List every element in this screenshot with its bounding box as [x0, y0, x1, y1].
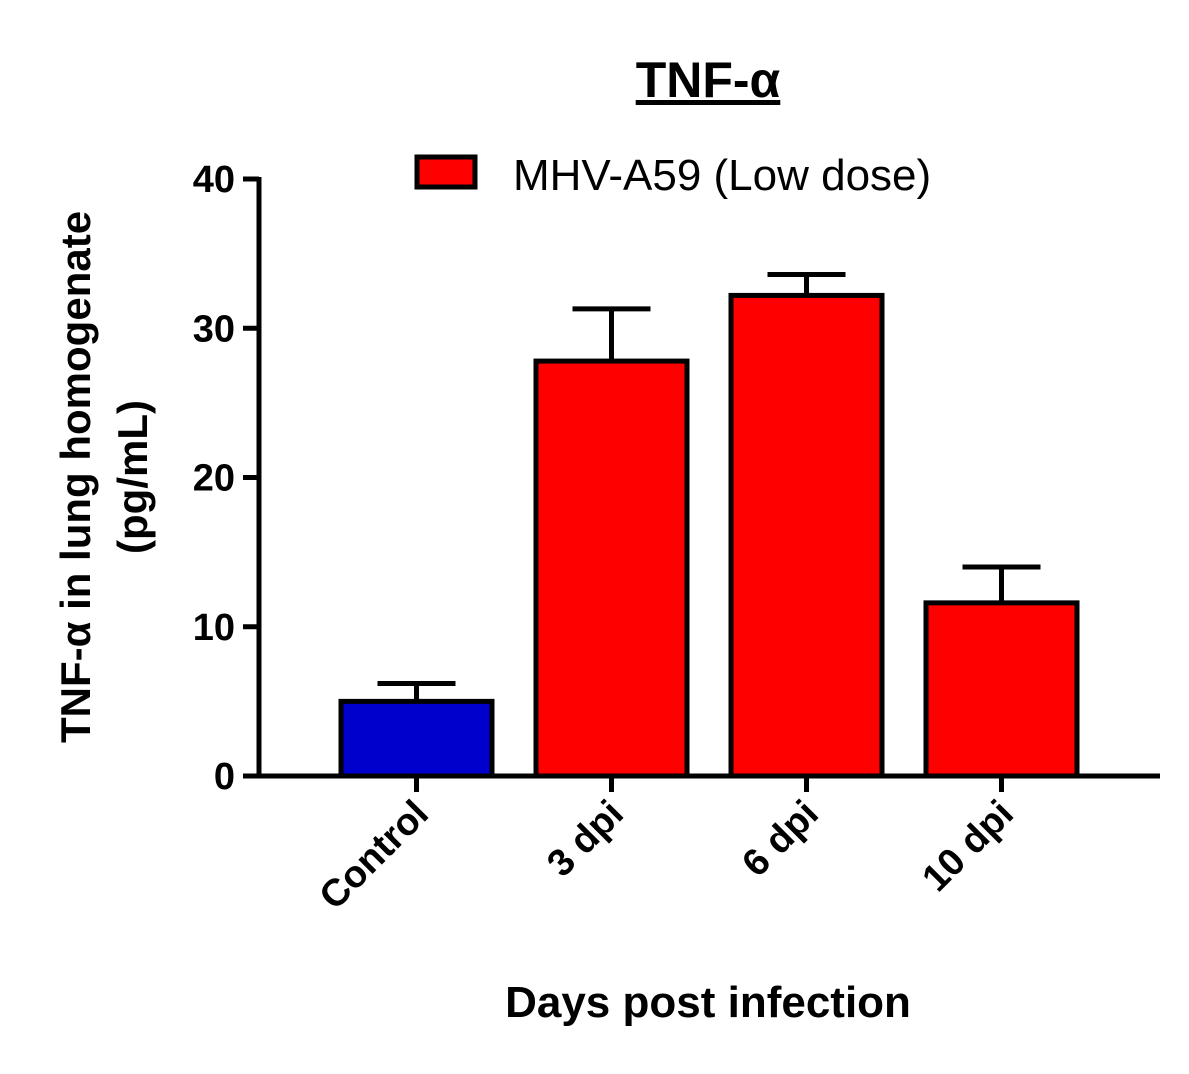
bar: [728, 292, 885, 779]
x-tick-label: Control: [312, 793, 437, 918]
y-tick-label: 20: [193, 458, 235, 500]
legend-label: MHV-A59 (Low dose): [513, 151, 931, 200]
x-axis-title: Days post infection: [505, 978, 911, 1027]
y-tick-label: 0: [214, 756, 235, 798]
chart-title: TNF-α: [636, 52, 781, 108]
x-tick-label: 6 dpi: [734, 793, 826, 885]
x-tick-label: 3 dpi: [539, 793, 631, 885]
legend: MHV-A59 (Low dose): [414, 151, 931, 200]
x-tick-label: 10 dpi: [915, 793, 1022, 900]
y-axis-title-line2: (pg/mL): [109, 400, 156, 554]
plot-area: 0 10 20 30 40 Control 3 dpi 6 dpi 10 dpi: [193, 159, 1160, 918]
y-tick-label: 40: [193, 159, 235, 201]
y-axis-title: TNF-α in lung homogenate (pg/mL): [52, 211, 156, 743]
bar: [338, 698, 495, 779]
bar: [533, 358, 690, 779]
legend-swatch: [414, 154, 478, 190]
y-tick-label: 30: [193, 308, 235, 350]
y-tick-label: 10: [193, 607, 235, 649]
bar: [923, 600, 1080, 779]
y-axis-title-line1: TNF-α in lung homogenate: [52, 211, 99, 743]
